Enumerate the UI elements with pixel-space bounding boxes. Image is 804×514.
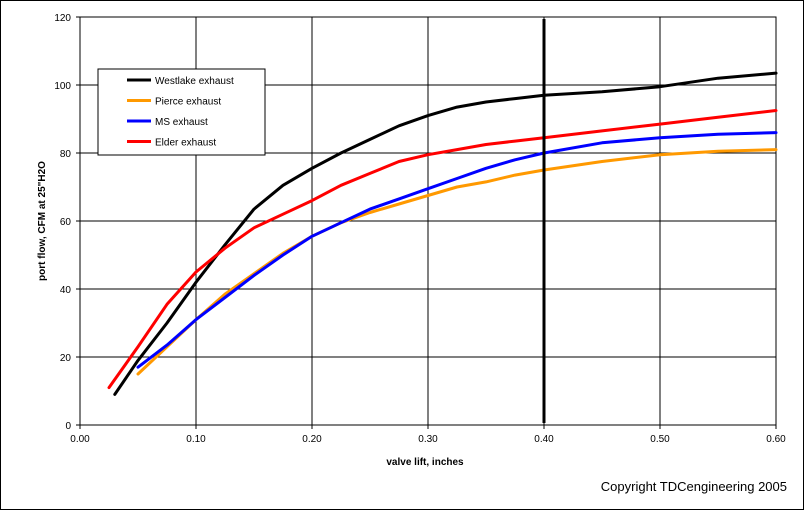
y-tick-label: 120 — [54, 13, 71, 24]
legend-label: Elder exhaust — [155, 138, 216, 149]
y-tick-label: 100 — [54, 81, 71, 92]
series-line-1 — [113, 71, 778, 396]
y-tick-label: 0 — [65, 421, 71, 432]
legend-box — [97, 68, 266, 156]
x-tick-label: 0.30 — [418, 434, 438, 445]
series-line-3 — [136, 131, 778, 369]
x-tick-label: 0.40 — [534, 434, 554, 445]
series-line-4 — [107, 109, 778, 390]
y-axis-title: port flow, CFM at 25"H2O — [37, 161, 48, 281]
series-lines — [107, 71, 778, 396]
legend-label: MS exhaust — [155, 117, 208, 128]
x-axis-title: valve lift, inches — [386, 457, 464, 468]
legend-label: Westlake exhaust — [155, 76, 234, 87]
y-tick-label: 40 — [60, 285, 72, 296]
tick-labels: 0.00 0.10 0.20 0.30 0.40 0.50 0.60 0 20 40 60 80 100… — [54, 13, 786, 445]
y-tick-label: 20 — [60, 353, 72, 364]
x-tick-label: 0.50 — [650, 434, 670, 445]
copyright-text: Copyright TDCengineering 2005 — [600, 479, 787, 494]
x-tick-label: 0.60 — [766, 434, 786, 445]
legend-label: Pierce exhaust — [155, 97, 221, 108]
series-line-2 — [136, 148, 778, 376]
x-tick-label: 0.20 — [302, 434, 322, 445]
y-tick-label: 80 — [60, 149, 72, 160]
x-tick-label: 0.10 — [186, 434, 206, 445]
legend: Westlake exhaust Pierce exhaust MS exhaust… — [97, 68, 266, 156]
y-tick-label: 60 — [60, 217, 72, 228]
x-tick-label: 0.00 — [70, 434, 90, 445]
